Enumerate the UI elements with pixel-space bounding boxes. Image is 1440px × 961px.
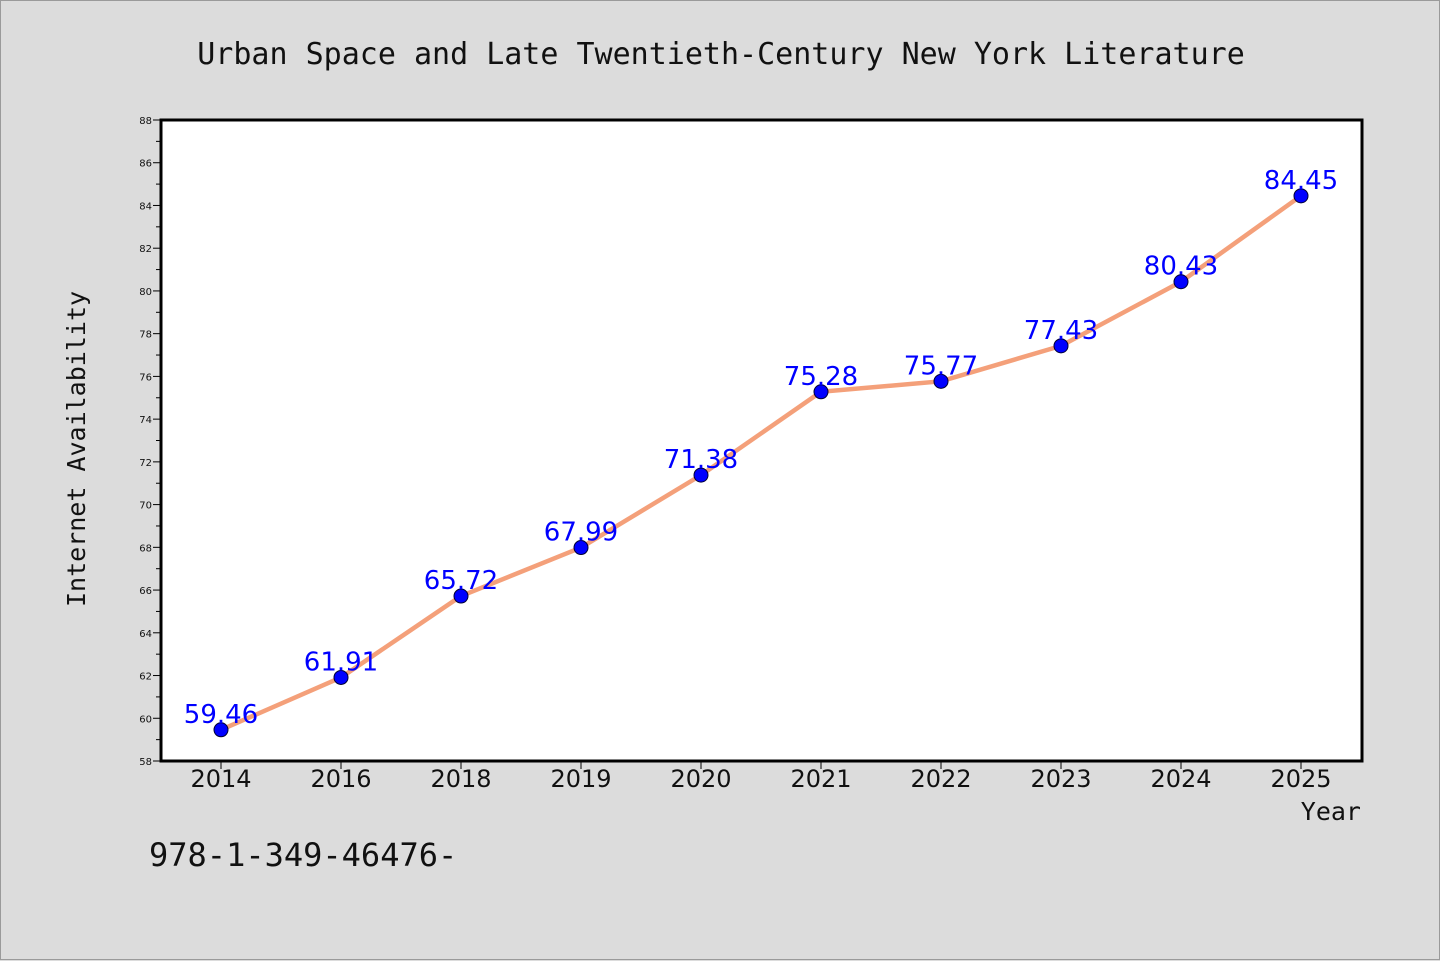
series-line-group — [213, 188, 1309, 738]
data-label: 80.43 — [1144, 252, 1218, 282]
data-label: 77.43 — [1024, 316, 1098, 346]
data-labels-group: 59.46 61.91 65.72 67.99 71.38 75.28 75.77 77.43… — [184, 166, 1338, 730]
y-tick-label: 70 — [139, 501, 152, 512]
y-axis-label: Internet Availability — [62, 291, 91, 607]
y-tick-label: 58 — [139, 757, 152, 768]
data-point — [693, 467, 709, 483]
y-tick-label: 66 — [139, 586, 152, 597]
data-point — [1053, 338, 1069, 354]
data-point — [813, 384, 829, 400]
y-axis: 58 60 62 64 66 68 70 72 74 76 78 80 82 84 86 88 — [139, 116, 161, 768]
y-tick-label: 84 — [139, 201, 152, 212]
y-tick-label: 78 — [139, 330, 152, 341]
chart-title: Urban Space and Late Twentieth-Century N… — [197, 37, 1245, 72]
y-tick-label: 88 — [139, 116, 152, 127]
x-tick-label: 2020 — [670, 765, 731, 793]
y-tick-label: 74 — [139, 415, 152, 426]
y-tick-label: 76 — [139, 372, 152, 383]
x-tick-label: 2025 — [1270, 765, 1331, 793]
y-tick-label: 72 — [139, 458, 152, 469]
x-tick-label: 2016 — [310, 765, 371, 793]
data-label: 59.46 — [184, 700, 258, 730]
y-tick-label: 80 — [139, 287, 152, 298]
data-label: 67.99 — [544, 518, 618, 548]
data-label: 65.72 — [424, 566, 498, 596]
x-tick-label: 2022 — [910, 765, 971, 793]
x-axis: 2014 2016 2018 2019 2020 2021 2022 2023 2024 2025 — [190, 761, 1332, 793]
isbn-text: 978-1-349-46476- — [149, 836, 457, 874]
plot-area — [159, 118, 1364, 763]
y-tick-label: 82 — [139, 244, 152, 255]
series-line — [220, 194, 1303, 732]
data-label: 61.91 — [304, 647, 378, 677]
x-tick-label: 2023 — [1030, 765, 1091, 793]
data-point — [333, 669, 349, 685]
y-tick-label: 60 — [139, 714, 152, 725]
data-label: 75.77 — [904, 351, 978, 381]
data-point — [573, 540, 589, 556]
x-tick-label: 2018 — [430, 765, 491, 793]
data-label: 71.38 — [664, 445, 738, 475]
x-tick-label: 2019 — [550, 765, 611, 793]
data-point — [453, 588, 469, 604]
data-label: 75.28 — [784, 362, 858, 392]
x-tick-label: 2024 — [1150, 765, 1211, 793]
y-tick-label: 62 — [139, 672, 152, 683]
y-tick-label: 64 — [139, 629, 152, 640]
x-axis-label: Year — [1301, 797, 1361, 826]
y-tick-label: 68 — [139, 543, 152, 554]
data-point — [1173, 274, 1189, 290]
y-tick-label: 86 — [139, 159, 152, 170]
data-label: 84.45 — [1264, 166, 1338, 196]
x-tick-label: 2021 — [790, 765, 851, 793]
data-point — [933, 373, 949, 389]
data-point — [1293, 188, 1309, 204]
data-point — [213, 722, 229, 738]
x-tick-label: 2014 — [190, 765, 251, 793]
